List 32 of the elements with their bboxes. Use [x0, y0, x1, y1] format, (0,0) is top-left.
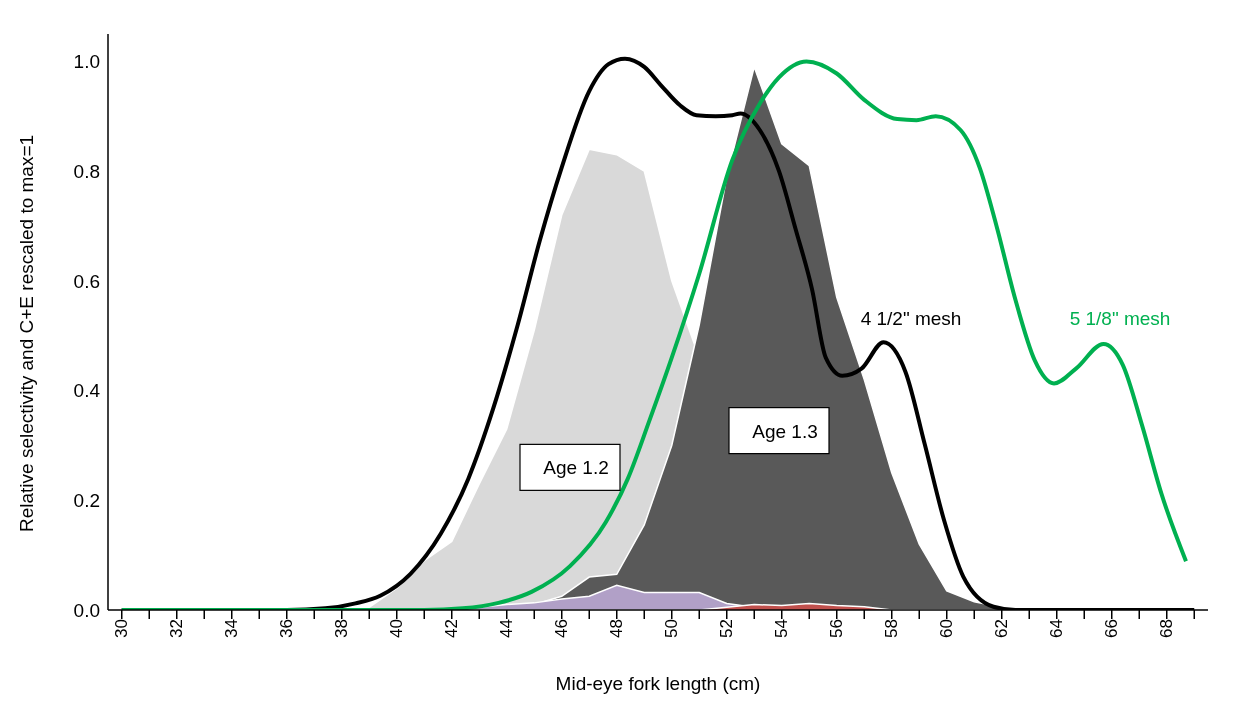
- x-tick-label: 68: [1156, 619, 1176, 638]
- x-tick-label: 52: [716, 619, 736, 638]
- series-label: Age 1.3: [752, 420, 818, 442]
- y-tick-label: 1.0: [73, 51, 100, 73]
- x-tick-label: 32: [166, 619, 186, 638]
- x-axis-title: Mid-eye fork length (cm): [555, 673, 761, 694]
- series-label: 5 1/8" mesh: [1069, 308, 1171, 330]
- x-tick-label: 64: [1046, 619, 1066, 638]
- x-tick-label: 40: [386, 619, 406, 638]
- x-tick-label: 62: [991, 619, 1011, 638]
- x-tick-label: 46: [551, 619, 571, 638]
- x-tick-label: 66: [1101, 619, 1121, 638]
- series-label: 4 1/2" mesh: [860, 308, 962, 330]
- y-tick-label: 0.8: [73, 160, 100, 182]
- x-tick-label: 44: [496, 619, 516, 638]
- y-axis-title: Relative selectivity and C+E rescaled to max=1: [15, 134, 37, 532]
- x-tick-label: 34: [221, 619, 241, 638]
- y-tick-label: 0.4: [73, 380, 101, 402]
- x-tick-label: 56: [826, 619, 846, 638]
- x-tick-label: 36: [276, 619, 296, 638]
- x-tick-label: 48: [606, 619, 626, 638]
- series-label: Age 1.2: [543, 457, 609, 479]
- y-tick-label: 0.0: [73, 599, 100, 621]
- x-tick-label: 58: [881, 619, 901, 638]
- x-tick-label: 50: [661, 619, 681, 638]
- y-tick-label: 0.2: [73, 490, 100, 512]
- x-tick-label: 54: [771, 619, 791, 638]
- x-tick-label: 30: [111, 619, 131, 638]
- x-tick-label: 42: [441, 619, 461, 638]
- x-tick-label: 38: [331, 619, 351, 638]
- y-tick-label: 0.6: [73, 270, 100, 292]
- x-tick-label: 60: [936, 619, 956, 638]
